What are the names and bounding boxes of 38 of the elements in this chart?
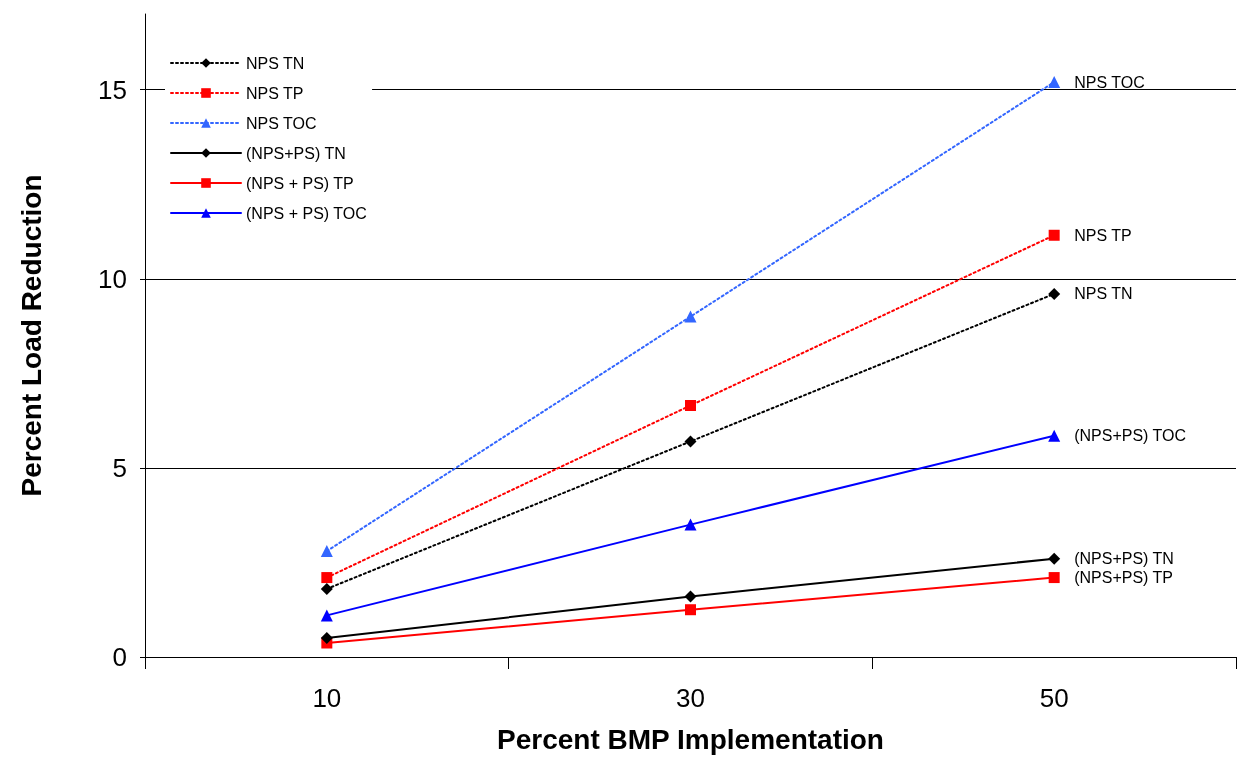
x-tick-label: 10 xyxy=(312,683,342,713)
point xyxy=(320,609,333,622)
legend-label: NPS TOC xyxy=(246,114,317,132)
annotation: NPS TP xyxy=(1074,226,1132,244)
legend-label: (NPS+PS) TN xyxy=(246,144,346,162)
point xyxy=(684,310,697,323)
point xyxy=(1048,229,1060,241)
y-tick-label: 5 xyxy=(112,452,127,483)
y-axis-title: Percent Load Reduction xyxy=(15,174,47,497)
point xyxy=(684,518,697,531)
x-tick-label: 30 xyxy=(676,683,705,713)
legend-label: (NPS + PS) TP xyxy=(246,174,354,192)
point xyxy=(1048,552,1061,565)
x-axis-title: Percent BMP Implementation xyxy=(497,723,884,755)
point xyxy=(321,572,333,584)
x-tick-label: 50 xyxy=(1039,683,1069,713)
annotation: (NPS+PS) TN xyxy=(1074,550,1174,568)
annotation: (NPS+PS) TOC xyxy=(1074,427,1187,445)
point xyxy=(320,582,333,595)
y-tick-label: 15 xyxy=(98,74,127,105)
legend-label: (NPS + PS) TOC xyxy=(246,204,367,222)
point xyxy=(1048,572,1060,584)
point xyxy=(684,590,697,603)
y-tick-label: 10 xyxy=(98,263,127,294)
point xyxy=(684,435,697,448)
y-tick-label: 0 xyxy=(112,642,127,672)
point xyxy=(1048,76,1061,89)
point xyxy=(685,399,696,411)
point xyxy=(1048,287,1061,300)
annotation: NPS TN xyxy=(1074,285,1133,303)
point xyxy=(320,632,333,645)
legend-label: NPS TP xyxy=(246,84,304,102)
point xyxy=(320,545,333,558)
point xyxy=(1048,429,1061,442)
point xyxy=(685,604,696,616)
annotation: NPS TOC xyxy=(1074,73,1145,91)
legend-label: NPS TN xyxy=(246,54,305,72)
annotation: (NPS+PS) TP xyxy=(1074,569,1174,587)
